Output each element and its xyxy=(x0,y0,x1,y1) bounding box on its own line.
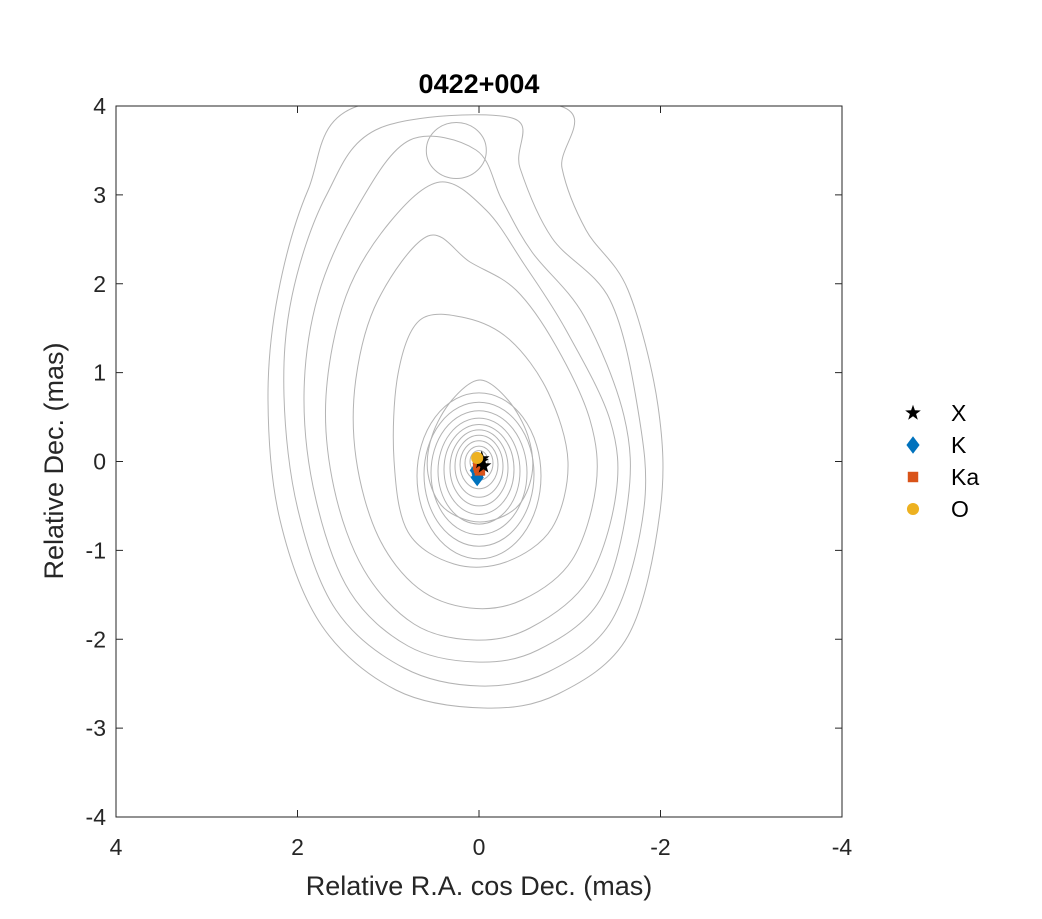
legend-marker-ka xyxy=(907,471,919,483)
contour-line xyxy=(443,424,515,515)
data-markers xyxy=(469,450,492,487)
contour-line xyxy=(437,417,521,525)
y-tick-label: -3 xyxy=(86,715,106,741)
legend-marker-k xyxy=(906,436,920,454)
contour-line xyxy=(423,401,535,547)
contour-line xyxy=(392,313,569,568)
y-tick-label: -4 xyxy=(86,804,107,830)
contour-line xyxy=(454,434,504,498)
legend: XK Ka O xyxy=(905,400,979,522)
legend-marker-x xyxy=(905,404,921,420)
contour-line xyxy=(425,121,487,179)
contour-line xyxy=(416,392,542,560)
y-tick-label: 2 xyxy=(93,271,106,297)
legend-label-x: X xyxy=(951,400,966,426)
legend-marker-o xyxy=(906,502,920,516)
legend-label-o: O xyxy=(951,496,969,522)
chart-title: 0422+004 xyxy=(419,69,540,99)
contour-line xyxy=(449,429,509,507)
contour-line xyxy=(267,106,664,709)
x-tick-label: 4 xyxy=(110,834,123,860)
y-tick-label: 4 xyxy=(93,93,106,119)
contour-line xyxy=(430,410,528,536)
contour-line xyxy=(352,234,598,610)
y-axis-label: Relative Dec. (mas) xyxy=(39,342,69,579)
y-tick-label: 3 xyxy=(93,182,106,208)
y-tick-label: 1 xyxy=(93,360,106,386)
contour-line xyxy=(283,114,647,687)
contour-line xyxy=(426,379,534,523)
legend-label-k: K xyxy=(951,432,967,458)
x-tick-label: -4 xyxy=(832,834,853,860)
contour-line xyxy=(324,181,619,641)
legend-label-ka: Ka xyxy=(951,464,979,490)
marker-o xyxy=(471,451,484,464)
contour-map xyxy=(267,106,664,709)
x-tick-label: 0 xyxy=(473,834,486,860)
contour-line xyxy=(303,135,631,663)
y-tick-label: -2 xyxy=(86,626,106,652)
marker-x xyxy=(475,457,492,473)
x-tick-label: 2 xyxy=(291,834,304,860)
y-tick-label: 0 xyxy=(93,449,106,475)
x-axis-label: Relative R.A. cos Dec. (mas) xyxy=(306,871,653,901)
y-tick-label: -1 xyxy=(86,537,106,563)
x-tick-label: -2 xyxy=(650,834,670,860)
axis-ticks: 4 2 0 -2 -4 -4 -3 -2 -1 0 1 2 3 4 xyxy=(86,93,853,860)
contour-line xyxy=(459,440,499,490)
